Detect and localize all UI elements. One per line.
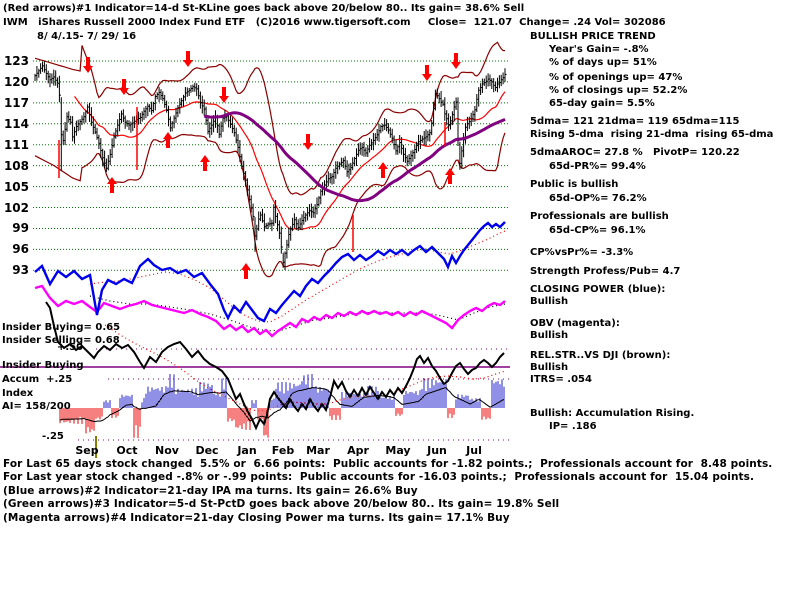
chart-left-label: Index — [2, 388, 34, 399]
right-panel-line: Bullish — [530, 296, 569, 307]
summary-line: (Blue arrows)#2 Indicator=21-day IPA ma … — [3, 484, 418, 497]
signal-arrows — [83, 51, 461, 279]
right-panel-line: 65d-CP%= 96.1% — [549, 225, 646, 236]
price-axis-label: 102 — [3, 200, 29, 215]
cp-ma-dotted-line — [89, 230, 506, 323]
price-axis-label: 123 — [3, 54, 29, 68]
ma21-line — [74, 91, 506, 231]
right-panel-line: 65d-OP%= 76.2% — [549, 193, 647, 204]
summary-line: For Last 65 days stock changed 5.5% or 6… — [3, 458, 773, 470]
down-arrow — [303, 134, 313, 150]
date-range: 8/ 4/.15- 7/ 29/ 16 — [37, 31, 137, 42]
chart-left-label: Insider Buying — [2, 360, 84, 371]
down-arrow — [83, 57, 93, 73]
right-panel-line: IP= .186 — [549, 421, 597, 432]
month-label: Dec — [195, 444, 219, 457]
price-axis-label: 108 — [3, 158, 29, 173]
right-panel-line: Rising 5-dma rising 21-dma rising 65-dma — [530, 129, 774, 140]
ticker-info-line: IWM iShares Russell 2000 Index Fund ETF … — [3, 17, 666, 28]
relative-strength-line — [45, 301, 505, 431]
right-panel-line: CP%vsPr%= -3.3% — [530, 247, 634, 258]
right-panel-line: 65-day gain= 5.5% — [549, 98, 655, 109]
rs-ma-dotted-line — [104, 324, 506, 412]
right-panel-line: 65d-PR%= 99.4% — [549, 161, 646, 172]
right-panel-line: 5dma= 121 21dma= 119 65dma=115 — [530, 116, 740, 127]
chart-left-label: -.25 — [42, 431, 64, 442]
right-panel-line: Bullish: Accumulation Rising. — [530, 408, 695, 419]
month-label: Feb — [271, 444, 295, 457]
right-panel-line: ITRS= .054 — [530, 374, 592, 385]
right-panel-line: Strength Profess/Pub= 4.7 — [530, 266, 681, 277]
closing-power-line — [34, 221, 506, 323]
month-label: Sep — [75, 444, 99, 457]
up-arrow — [241, 263, 251, 279]
right-panel-line: Bullish — [530, 330, 569, 341]
price-axis-label: 114 — [3, 116, 29, 131]
down-arrow — [219, 87, 229, 103]
header-indicator-line: (Red arrows)#1 Indicator=14-d St-KLine g… — [3, 3, 525, 14]
month-label: Nov — [155, 444, 179, 457]
down-arrow — [183, 51, 193, 67]
chart-left-label: Accum +.25 — [2, 374, 73, 385]
right-panel-line: % of openings up= 47% — [549, 72, 683, 83]
right-panel-line: Year's Gain= -.8% — [549, 44, 649, 55]
down-arrow — [422, 65, 432, 81]
summary-line: For Last year stock changed -.8% or -.99… — [3, 471, 755, 484]
red-marker-lines — [58, 107, 446, 252]
price-axis-label: 117 — [3, 95, 29, 110]
chart-left-label: Insider Selling= 0.68 — [2, 335, 120, 346]
price-axis-label: 120 — [3, 74, 29, 89]
right-panel-line: 5dmaAROC= 27.8 % PivotP= 120.22 — [530, 147, 740, 158]
price-axis-label: 111 — [3, 137, 29, 152]
price-axis-label: 99 — [12, 221, 29, 236]
obv-line — [34, 284, 506, 338]
down-arrow — [451, 53, 461, 69]
chart-left-label: AI= 158/200 — [2, 401, 71, 412]
insider-level-lines — [0, 348, 510, 441]
up-arrow — [163, 132, 173, 148]
right-panel-line: % of days up= 51% — [549, 57, 657, 68]
right-panel-line: REL.STR..VS DJI (brown): — [530, 350, 671, 361]
up-arrow — [445, 168, 455, 184]
price-axis-label: 105 — [3, 179, 29, 194]
month-label: Jan — [237, 444, 257, 457]
right-panel-line: CLOSING POWER (blue): — [530, 284, 666, 295]
month-label: Jul — [466, 444, 482, 457]
right-panel-line: OBV (magenta): — [530, 318, 620, 329]
accumulation-histogram — [59, 374, 505, 438]
up-arrow — [107, 177, 117, 193]
ai-ma-line — [59, 386, 505, 423]
chart-left-label: Insider Buying= 0.65 — [2, 322, 121, 333]
summary-line: (Green arrows)#3 Indicator=5-d St-PctD g… — [3, 498, 560, 511]
down-arrow — [119, 79, 129, 95]
right-panel-line: Public is bullish — [530, 179, 619, 190]
up-arrow — [200, 155, 210, 171]
price-axis-label: 93 — [12, 263, 29, 278]
month-label: Jun — [427, 444, 447, 457]
ma65-line — [204, 111, 506, 203]
price-close-ticks — [35, 65, 507, 263]
right-panel-line: BULLISH PRICE TREND — [530, 31, 656, 42]
month-label: Oct — [116, 444, 138, 457]
month-label: Apr — [347, 444, 369, 457]
right-panel-line: Professionals are bullish — [530, 211, 669, 222]
right-panel-line: Bullish — [530, 362, 569, 373]
price-bands — [34, 41, 506, 278]
price-axis-label: 96 — [12, 242, 29, 257]
right-panel-line: % of closings up= 52.2% — [549, 85, 688, 96]
month-label: May — [385, 444, 411, 457]
chart-left-label: +.50 — [57, 342, 84, 353]
summary-line: (Magenta arrows)#4 Indicator=21-day Clos… — [3, 511, 510, 524]
month-label: Mar — [306, 444, 330, 457]
up-arrow — [378, 162, 388, 178]
